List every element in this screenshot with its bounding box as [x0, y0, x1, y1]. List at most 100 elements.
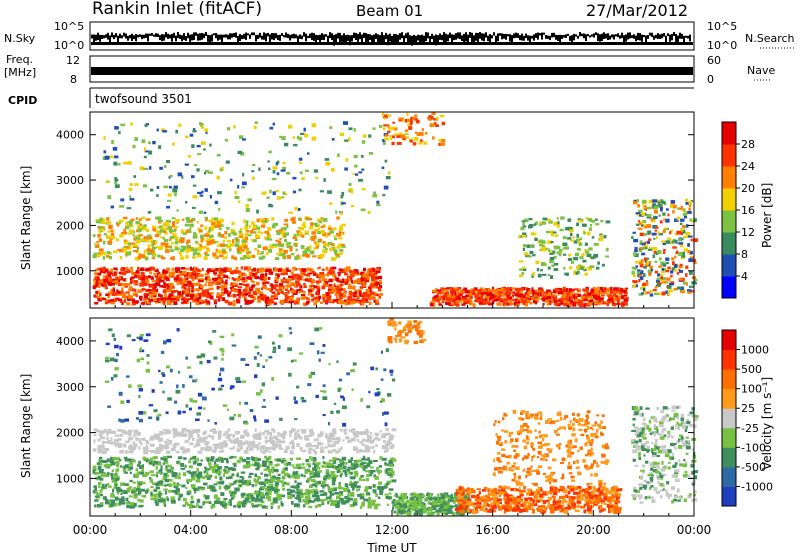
power-cell: [131, 301, 137, 306]
power-cell: [346, 279, 349, 283]
power-cell: [500, 287, 505, 291]
power-cell: [515, 287, 518, 292]
power-cell: [405, 119, 408, 123]
power-cell: [532, 253, 536, 257]
power-cell: [570, 232, 573, 237]
power-cell: [252, 176, 255, 180]
power-cell: [180, 301, 185, 305]
power-cell: [191, 175, 195, 179]
power-cell: [647, 240, 650, 244]
power-cell: [268, 272, 273, 275]
velocity-cell: [186, 491, 190, 496]
power-cell: [474, 294, 479, 299]
power-cell: [284, 294, 288, 298]
power-cell: [575, 271, 579, 275]
velocity-cell: [386, 495, 390, 500]
power-cell: [218, 297, 221, 301]
nsky-bar: [687, 35, 689, 39]
velocity-cell: [92, 470, 96, 474]
power-cell: [265, 237, 271, 241]
power-cell: [131, 242, 136, 245]
power-cell: [241, 181, 247, 186]
velocity-cell: [278, 439, 281, 442]
power-cell: [498, 298, 501, 302]
power-cell: [127, 242, 132, 246]
power-cell: [361, 302, 364, 306]
power-cell: [124, 241, 128, 245]
power-cell: [113, 298, 117, 302]
power-cell: [677, 216, 681, 219]
nsky-bar: [189, 34, 191, 42]
velocity-cell: [381, 434, 386, 439]
power-cell: [563, 302, 566, 305]
power-cell: [268, 150, 272, 154]
velocity-cell: [126, 450, 132, 453]
power-cell: [376, 266, 381, 269]
power-cell: [208, 282, 213, 287]
velocity-cell: [108, 463, 112, 467]
nsky-bar: [185, 35, 187, 41]
power-cell: [112, 250, 118, 253]
velocity-cell: [101, 486, 106, 489]
power-cell: [254, 248, 258, 251]
power-cell: [128, 220, 134, 224]
velocity-cell: [274, 464, 279, 467]
power-cell: [605, 247, 609, 252]
power-cell: [96, 220, 99, 224]
power-cell: [269, 126, 274, 130]
power-cell: [166, 267, 170, 272]
velocity-cell: [176, 460, 181, 465]
velocity-cell: [156, 447, 160, 450]
velocity-cell: [295, 465, 300, 468]
power-cell: [175, 219, 180, 222]
power-cell: [302, 302, 306, 305]
power-cell: [286, 232, 289, 236]
nave-label: Nave: [747, 64, 775, 77]
power-cell: [441, 138, 446, 143]
nsky-bar: [345, 35, 347, 45]
power-cell: [363, 276, 367, 280]
power-cell: [484, 298, 488, 301]
velocity-cell: [264, 481, 270, 485]
velocity-cell: [118, 498, 123, 501]
power-cell: [94, 245, 99, 248]
nsky-bar: [97, 32, 99, 40]
power-cell: [604, 301, 607, 304]
velocity-cell: [191, 505, 195, 508]
power-cell: [176, 209, 179, 212]
power-cell: [605, 255, 609, 258]
velocity-cell: [92, 448, 97, 452]
power-cell: [163, 239, 169, 243]
velocity-cell: [332, 433, 335, 437]
power-cell: [646, 291, 650, 294]
power-cell: [555, 245, 561, 250]
power-cell: [409, 120, 413, 124]
power-cell: [372, 281, 376, 285]
power-cell: [184, 287, 187, 291]
power-cell: [366, 272, 370, 275]
power-cell: [268, 204, 274, 208]
nsky-bar: [293, 33, 295, 39]
power-cell: [354, 290, 358, 294]
nsky-bar: [491, 35, 493, 39]
power-cell: [327, 227, 333, 230]
power-cell: [557, 290, 563, 295]
nsky-bar: [655, 34, 657, 39]
velocity-cell: [136, 432, 141, 436]
power-cell: [160, 297, 164, 302]
velocity-cell: [119, 449, 125, 454]
power-cell: [588, 247, 593, 251]
nsky-bar: [303, 32, 305, 37]
power-cell: [223, 239, 225, 244]
power-cell: [316, 224, 320, 228]
power-cell: [529, 250, 534, 254]
power-cell: [573, 270, 576, 275]
velocity-cell: [356, 450, 359, 454]
power-cell: [271, 224, 276, 229]
velocity-cell: [183, 448, 189, 452]
power-cell: [502, 298, 508, 302]
power-cell: [379, 293, 384, 296]
power-cell: [313, 296, 319, 299]
velocity-cell: [211, 436, 214, 440]
nsky-bar: [267, 32, 269, 37]
